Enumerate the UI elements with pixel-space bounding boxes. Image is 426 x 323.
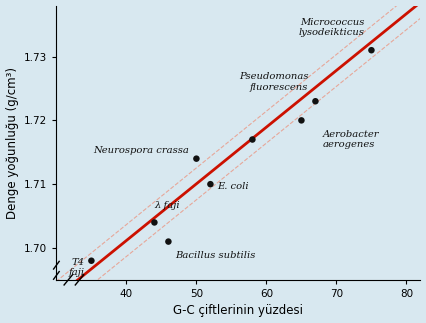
Point <box>207 182 214 187</box>
Point <box>151 220 158 225</box>
Point <box>165 239 172 244</box>
Text: λ faji: λ faji <box>154 201 180 210</box>
Y-axis label: Denge yoğunluğu (g/cm³): Denge yoğunluğu (g/cm³) <box>6 67 19 219</box>
Text: Bacillus subtilis: Bacillus subtilis <box>176 251 256 260</box>
Text: T4
faji: T4 faji <box>68 257 84 277</box>
Text: Micrococcus
lysodeikticus: Micrococcus lysodeikticus <box>299 18 364 37</box>
Text: Neurospora crassa: Neurospora crassa <box>94 146 190 155</box>
Point <box>249 137 256 142</box>
Point <box>88 258 95 263</box>
Point <box>298 118 305 123</box>
Point <box>193 156 200 161</box>
Point <box>368 47 375 53</box>
Text: E. coli: E. coli <box>217 182 249 191</box>
Text: Pseudomonas
fluorescens: Pseudomonas fluorescens <box>239 72 308 92</box>
X-axis label: G-C çiftlerinin yüzdesi: G-C çiftlerinin yüzdesi <box>173 305 303 318</box>
Text: Aerobacter
aerogenes: Aerobacter aerogenes <box>322 130 379 149</box>
Point <box>312 99 319 104</box>
